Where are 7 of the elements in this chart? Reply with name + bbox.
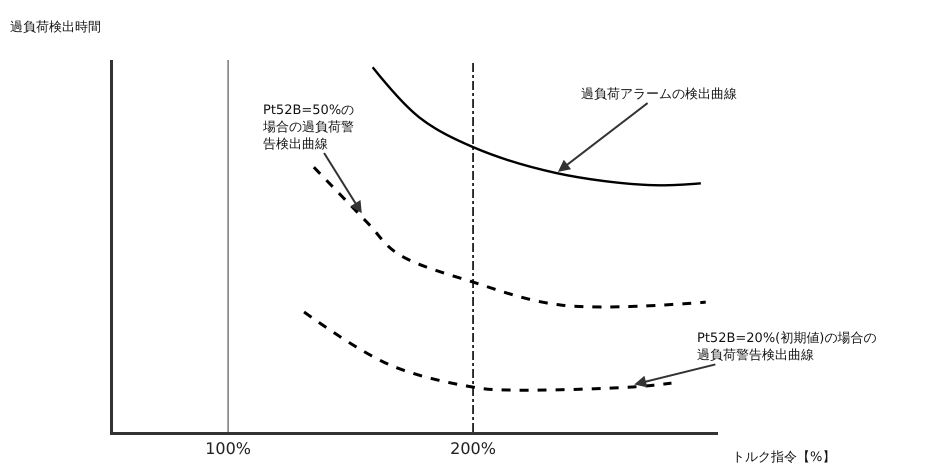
y-axis-title: 過負荷検出時間 [10,20,101,35]
x-tick-label: 200% [450,439,496,458]
annotation: Pt52B=50%の場合の過負荷警告検出曲線 [262,103,354,152]
x-axis-title: トルク指令【%】 [732,450,836,465]
x-tick-label: 100% [205,439,251,458]
annotation: Pt52B=20%(初期値)の場合の過負荷警告検出曲線 [697,331,876,363]
annotation: 過負荷アラームの検出曲線 [581,87,737,102]
